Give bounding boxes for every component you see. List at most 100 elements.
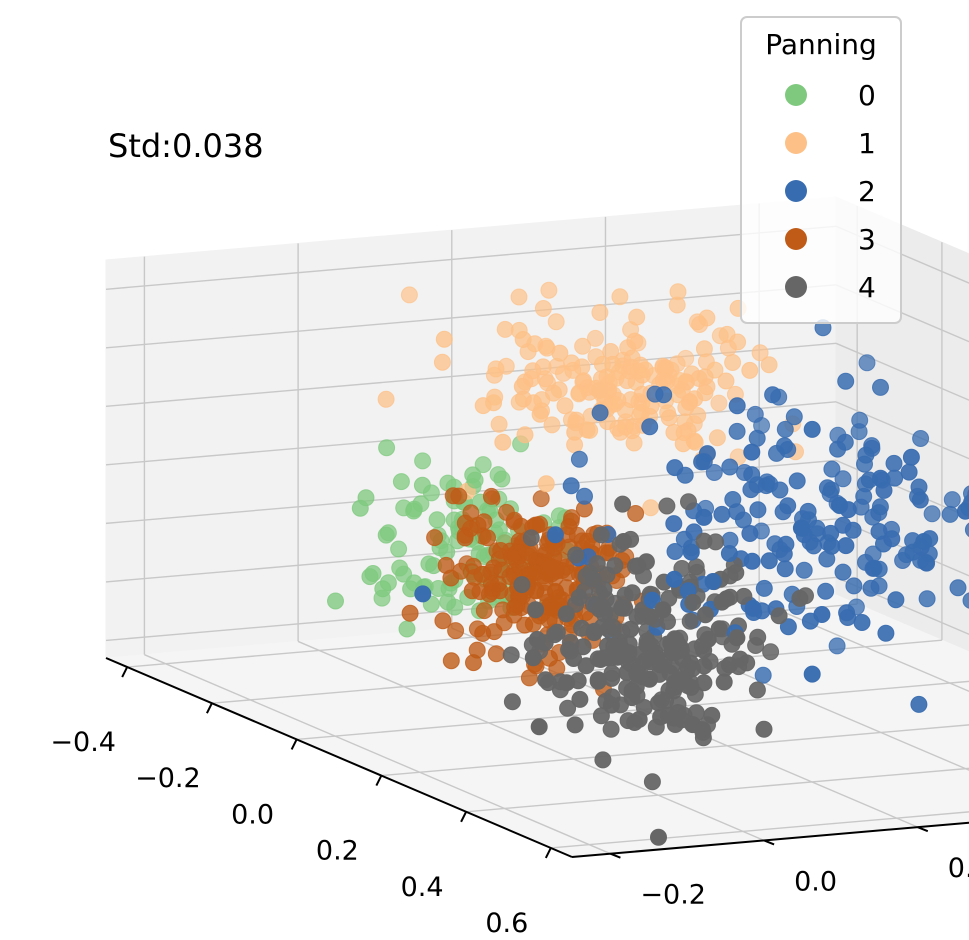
x-tick-mark xyxy=(290,738,298,750)
scatter-point-series-2 xyxy=(964,522,969,538)
scatter-point-series-2 xyxy=(943,491,961,509)
scatter-point-series-3 xyxy=(524,615,542,633)
scatter-point-series-0 xyxy=(493,470,511,488)
scatter-point-series-0 xyxy=(374,580,392,598)
y-tick-mark xyxy=(763,839,775,846)
scatter-point-series-1 xyxy=(513,377,531,395)
scatter-point-series-1 xyxy=(606,395,624,413)
scatter-point-series-4 xyxy=(588,555,606,573)
x-tick-mark xyxy=(544,847,552,859)
scatter-point-series-3 xyxy=(434,612,452,630)
scatter-point-series-3 xyxy=(479,529,496,547)
scatter-point-series-3 xyxy=(512,517,530,535)
scatter-point-series-1 xyxy=(377,390,395,408)
scatter-point-series-4 xyxy=(527,601,545,619)
scatter-point-series-1 xyxy=(669,283,687,301)
scatter-point-series-2 xyxy=(742,481,760,499)
scatter-point-series-2 xyxy=(855,487,873,505)
scatter-point-series-1 xyxy=(696,368,714,386)
scatter-point-series-3 xyxy=(475,513,493,531)
scatter-point-series-4 xyxy=(643,773,661,791)
scatter-point-series-1 xyxy=(534,300,552,317)
scatter-point-series-3 xyxy=(550,589,567,607)
scatter-point-series-1 xyxy=(487,360,505,378)
scatter-point-series-4 xyxy=(749,628,767,646)
scatter-point-series-1 xyxy=(665,423,683,441)
scatter-point-series-2 xyxy=(837,537,855,555)
scatter-point-series-2 xyxy=(845,577,863,595)
scatter-point-series-4 xyxy=(727,564,745,582)
scatter-point-series-1 xyxy=(534,358,552,376)
scatter-point-series-2 xyxy=(915,533,933,550)
scatter-point-series-3 xyxy=(447,622,465,640)
y-tick-label: 0.0 xyxy=(794,866,837,897)
scatter-point-series-1 xyxy=(642,499,660,517)
scatter-point-series-4 xyxy=(571,690,589,708)
scatter-point-series-3 xyxy=(426,529,444,547)
scatter-point-series-4 xyxy=(650,828,667,846)
scatter-point-series-3 xyxy=(456,529,474,547)
scatter-point-series-4 xyxy=(602,720,620,738)
legend-frame xyxy=(740,16,902,324)
scatter-point-series-4 xyxy=(699,630,717,648)
scatter-point-series-3 xyxy=(560,518,578,536)
scatter-point-series-4 xyxy=(663,643,681,661)
scatter-point-series-2 xyxy=(705,464,723,481)
scatter-point-series-0 xyxy=(474,456,492,474)
scatter-point-series-2 xyxy=(754,666,772,684)
scatter-point-series-2 xyxy=(665,570,683,588)
scatter-point-series-2 xyxy=(546,526,564,544)
scatter-point-series-4 xyxy=(513,576,531,594)
scatter-point-series-2 xyxy=(795,561,813,579)
grid-line-z-right xyxy=(835,342,969,401)
scatter-point-series-2 xyxy=(743,443,761,461)
scatter-point-series-2 xyxy=(911,491,929,509)
scatter-point-series-2 xyxy=(746,405,764,423)
scatter-point-series-1 xyxy=(617,418,634,436)
scatter-point-series-4 xyxy=(710,620,728,638)
scatter-point-series-3 xyxy=(540,611,558,629)
scatter-point-series-1 xyxy=(545,384,562,402)
scatter-point-series-2 xyxy=(776,437,793,455)
scatter-point-series-2 xyxy=(837,372,855,390)
scatter-point-series-4 xyxy=(567,546,585,564)
scatter-point-series-4 xyxy=(614,495,632,513)
scatter-point-series-2 xyxy=(823,537,841,555)
scatter-point-series-3 xyxy=(498,503,515,521)
scatter-point-series-1 xyxy=(710,394,728,412)
scatter-point-series-4 xyxy=(762,643,780,661)
scatter-point-series-4 xyxy=(658,497,676,515)
scatter-point-series-2 xyxy=(941,505,959,523)
scatter-point-series-2 xyxy=(818,479,836,497)
scatter-point-series-3 xyxy=(485,623,503,641)
scatter-point-series-4 xyxy=(528,631,546,648)
scatter-point-series-4 xyxy=(666,678,684,696)
scatter-point-series-2 xyxy=(872,469,889,487)
x-tick-label: −0.2 xyxy=(135,763,201,794)
scatter-point-series-3 xyxy=(491,582,509,600)
scatter-point-series-2 xyxy=(918,590,936,608)
scatter-point-series-1 xyxy=(708,429,726,447)
scatter-point-series-3 xyxy=(475,602,493,620)
scatter-point-series-3 xyxy=(627,505,645,522)
scatter-point-series-2 xyxy=(834,563,852,581)
scatter-point-series-4 xyxy=(608,648,626,666)
scatter-point-series-2 xyxy=(665,515,683,533)
scatter-point-series-1 xyxy=(591,381,608,399)
scatter-point-series-0 xyxy=(439,593,457,611)
scatter-point-series-0 xyxy=(364,565,382,582)
legend-marker-2 xyxy=(785,180,807,202)
scatter-point-series-2 xyxy=(779,497,797,515)
scatter-point-series-2 xyxy=(562,477,580,495)
scatter-point-series-4 xyxy=(755,720,773,738)
scatter-point-series-2 xyxy=(728,422,746,440)
scatter-point-series-2 xyxy=(749,501,767,519)
scatter-point-series-4 xyxy=(592,526,610,544)
x-tick-label: 0.6 xyxy=(485,908,528,939)
scatter-point-series-1 xyxy=(514,331,532,348)
scatter-point-series-4 xyxy=(703,706,721,724)
scatter-point-series-2 xyxy=(728,503,746,521)
x-tick-mark xyxy=(206,702,213,714)
scatter-point-series-2 xyxy=(576,487,593,505)
scatter-point-series-0 xyxy=(327,592,344,610)
